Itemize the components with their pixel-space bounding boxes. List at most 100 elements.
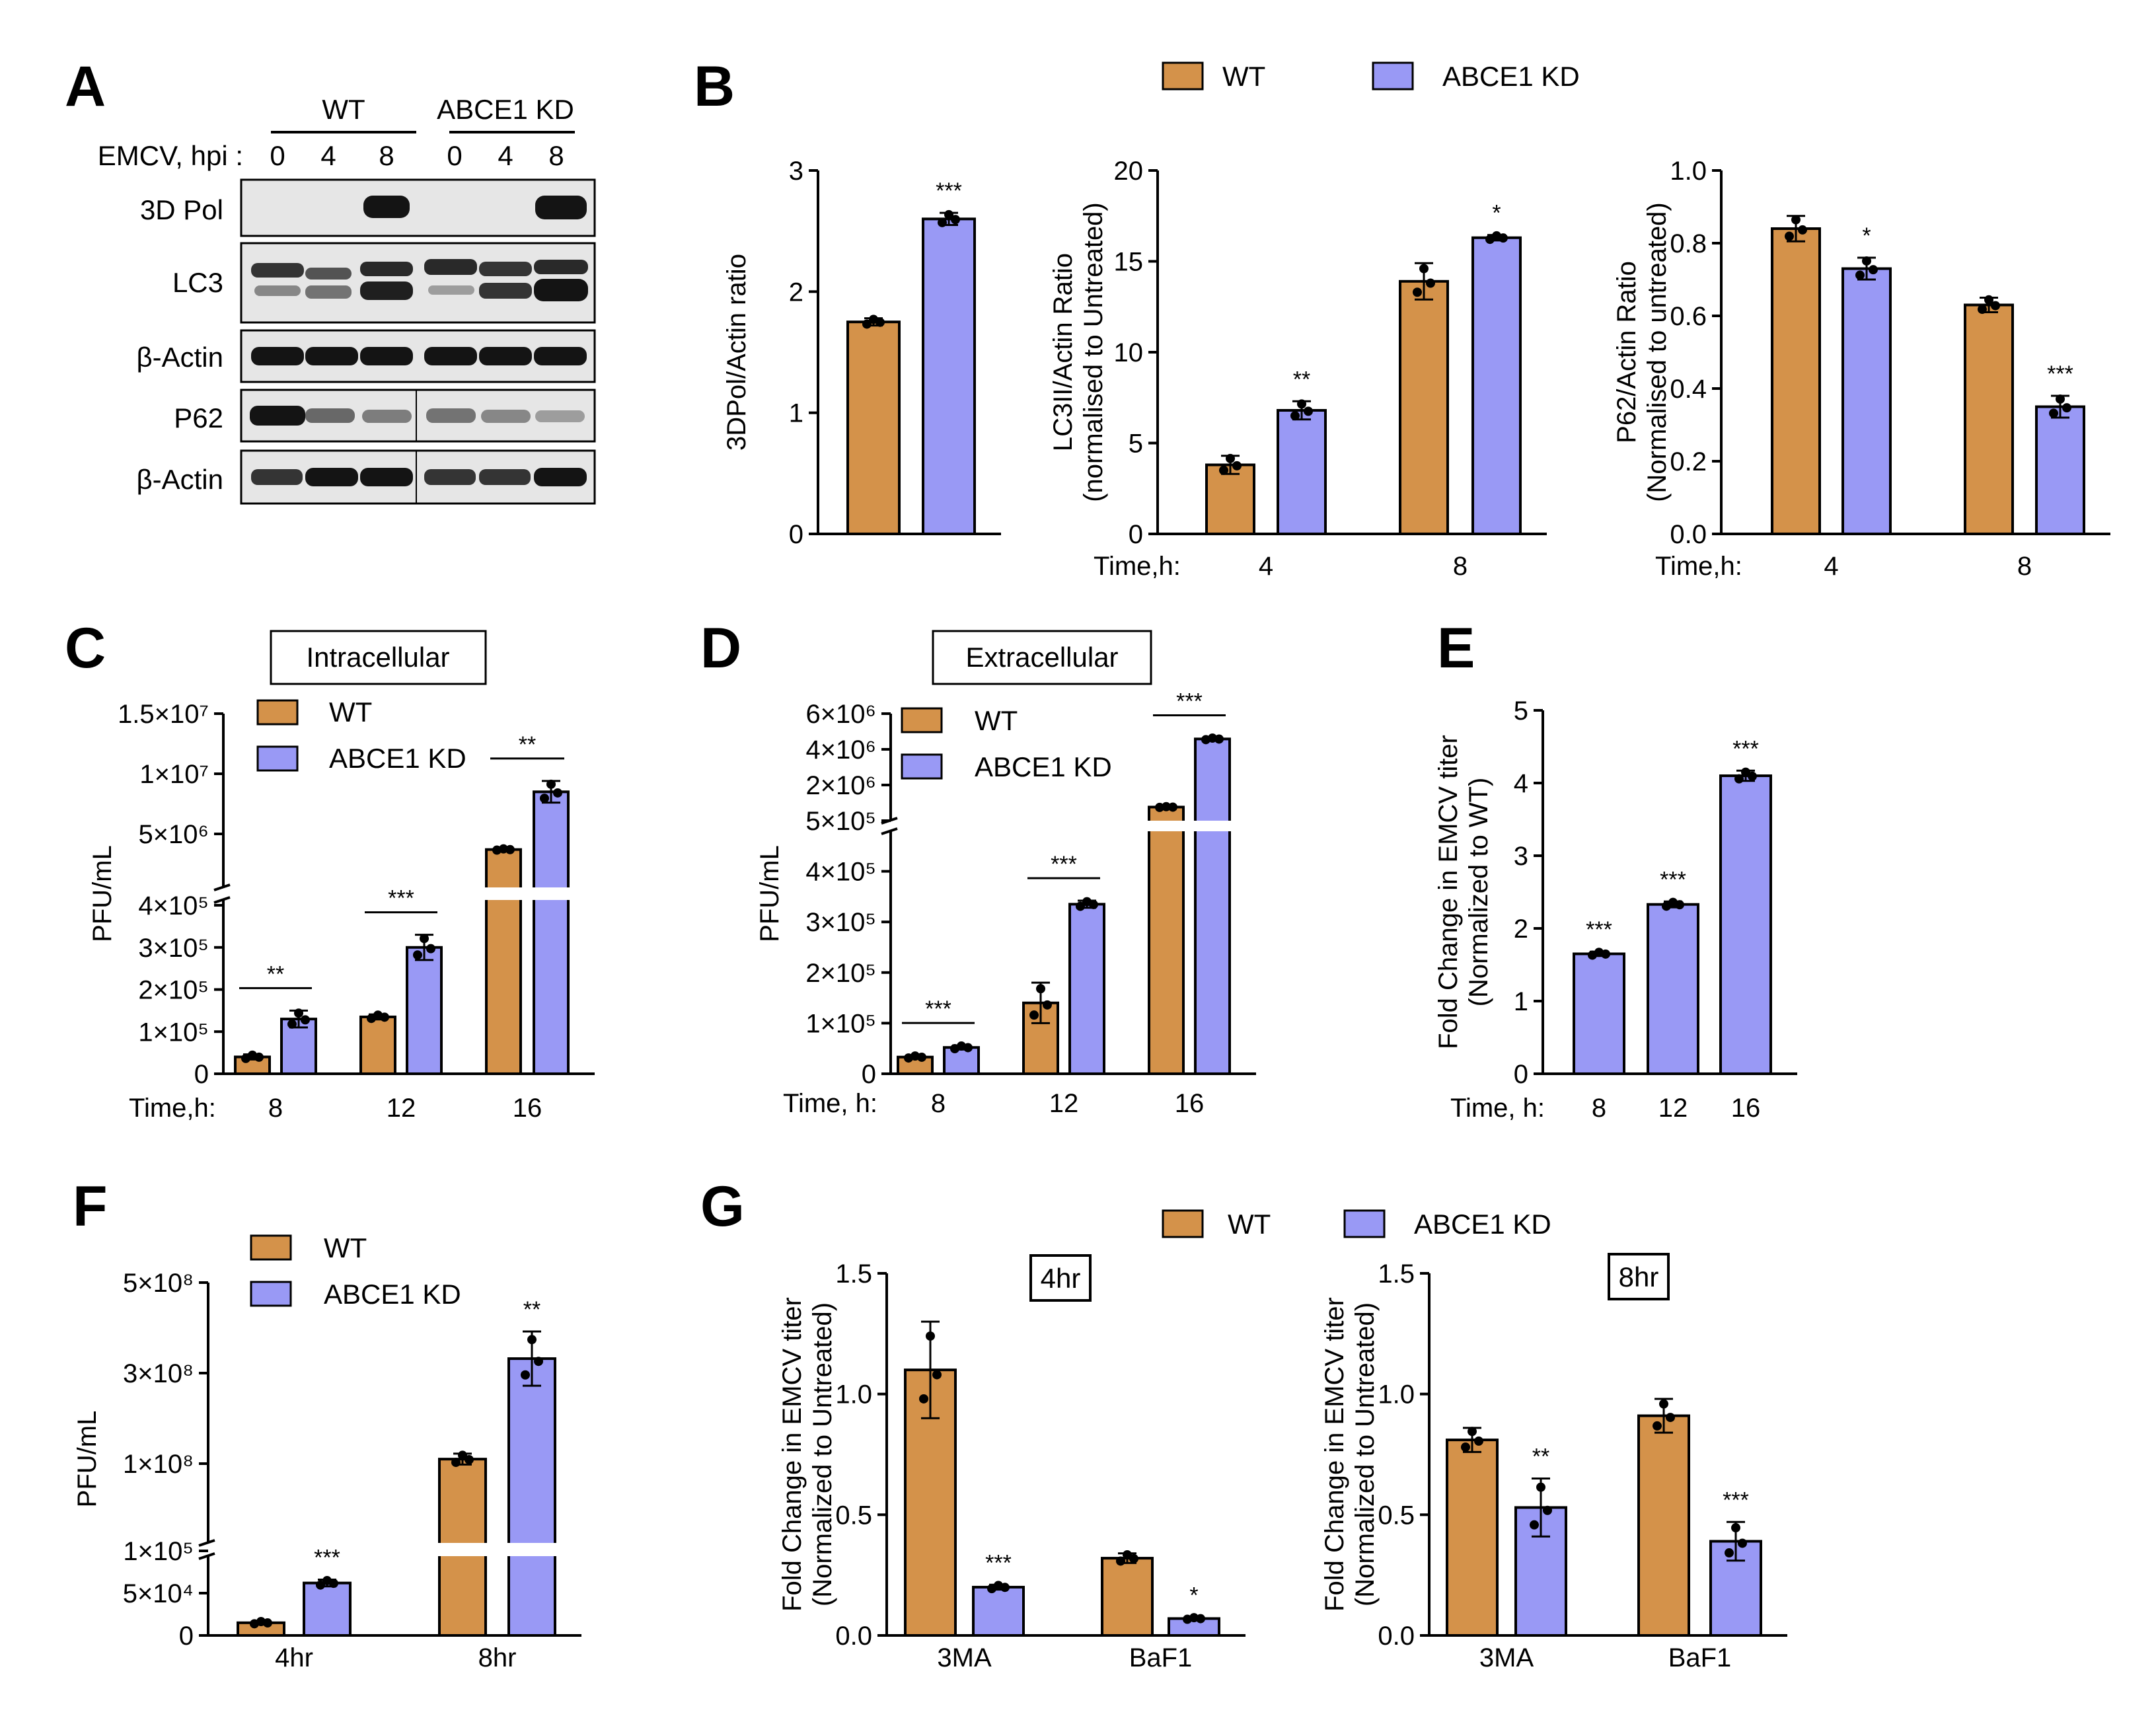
x-category-label: 4 <box>1259 552 1273 581</box>
data-point <box>1666 1413 1675 1423</box>
data-point <box>1791 215 1801 225</box>
blot-group-wt: WT <box>322 94 365 125</box>
data-point <box>1043 1000 1052 1010</box>
data-point <box>413 950 422 960</box>
legend-c: WT ABCE1 KD <box>256 696 466 774</box>
blot-band <box>481 410 531 423</box>
data-point <box>1304 406 1313 416</box>
y-axis-label: Fold Change in EMCV titer <box>778 1297 807 1612</box>
legend-d: WT ABCE1 KD <box>901 705 1112 782</box>
data-point <box>1129 1554 1138 1563</box>
y-axis-label: PFU/mL <box>755 845 784 942</box>
y-tick-label: 4×10⁶ <box>805 735 876 765</box>
significance-label: ** <box>519 732 536 757</box>
data-point <box>951 215 960 225</box>
data-point <box>316 1580 325 1590</box>
legend-label-kd: ABCE1 KD <box>1414 1209 1551 1240</box>
y-tick-label: 0.4 <box>1670 375 1707 404</box>
blot-timepoint: 4 <box>498 140 513 171</box>
panel-label-c: C <box>65 617 106 680</box>
chart-b2-lc3ii: 0 5 10 15 20 LC3II/Actin Ratio (normalised to … <box>1049 157 1547 581</box>
y-tick-label: 3×10⁸ <box>123 1359 194 1388</box>
data-point <box>1869 265 1878 275</box>
legend-label-kd: ABCE1 KD <box>1442 61 1580 92</box>
y-tick-label: 1.0 <box>1378 1380 1415 1409</box>
y-tick-label: 5×10⁵ <box>805 807 876 836</box>
panel-label-f: F <box>73 1175 108 1238</box>
y-tick-label: 0 <box>179 1622 194 1651</box>
data-point <box>1741 767 1750 777</box>
data-point <box>254 1052 264 1062</box>
y-tick-label: 1×10⁵ <box>123 1537 194 1566</box>
blot-band <box>251 263 304 278</box>
chart-d-extracellular: 0 1×10⁵ 2×10⁵ 3×10⁵ 4×10⁵ 5×10⁵ 2×10⁶ 4×10⁶ 6×10… <box>755 689 1256 1118</box>
x-category-label: 8 <box>1592 1094 1606 1123</box>
y-axis-label-sub: (Normalised to untreated) <box>1643 202 1672 502</box>
chart-g2-8hr: 0.0 0.5 1.0 1.5 Fold Change in EMCV titer (No… <box>1320 1259 1787 1672</box>
y-tick-label: 5×10⁶ <box>138 820 209 849</box>
x-category-label: 4hr <box>275 1643 313 1672</box>
blot-band <box>479 262 532 276</box>
x-category-label: 12 <box>387 1094 416 1123</box>
data-point <box>1748 771 1757 781</box>
legend-g: WT ABCE1 KD <box>1162 1209 1551 1240</box>
blot-band <box>479 283 532 299</box>
blot-band <box>250 406 305 426</box>
bar <box>406 946 443 1075</box>
data-point <box>521 1370 530 1380</box>
y-tick-label: 1.0 <box>835 1380 872 1409</box>
blot-row-label: LC3 <box>172 267 223 298</box>
data-point <box>1530 1520 1539 1530</box>
data-point <box>938 217 947 227</box>
data-point <box>458 1450 467 1460</box>
blot-band <box>534 347 587 365</box>
bar-break-gap <box>1146 821 1186 831</box>
legend-swatch-wt <box>1162 1209 1204 1238</box>
bar <box>1277 409 1327 535</box>
y-tick-label: 4 <box>1514 769 1528 798</box>
bar <box>1637 1414 1690 1637</box>
data-point <box>1862 256 1871 266</box>
data-point <box>1226 453 1235 463</box>
data-point <box>919 1394 928 1404</box>
y-tick-label: 0.5 <box>835 1501 872 1530</box>
y-tick-label: 0.0 <box>1378 1622 1415 1651</box>
data-point <box>301 1015 310 1025</box>
y-tick-label: 2×10⁵ <box>138 976 209 1005</box>
y-tick-label: 10 <box>1114 338 1144 367</box>
significance-label: *** <box>1586 917 1612 942</box>
y-axis-label-sub: (normalised to Untreated) <box>1079 202 1108 502</box>
x-category-label: 8hr <box>478 1643 517 1672</box>
legend-swatch-wt <box>1162 61 1204 91</box>
data-point <box>2049 408 2058 418</box>
data-point <box>2056 394 2065 404</box>
y-tick-label: 1.5×10⁷ <box>118 700 209 729</box>
blot-band <box>424 347 477 365</box>
y-tick-label: 5 <box>1514 696 1528 726</box>
y-axis-label: PFU/mL <box>88 845 117 942</box>
bar-break-gap <box>437 1543 488 1556</box>
y-axis-label: LC3II/Actin Ratio <box>1049 253 1078 451</box>
chart-g1-4hr: 0.0 0.5 1.0 1.5 Fold Change in EMCV titer (No… <box>778 1259 1245 1672</box>
bar <box>1399 280 1449 535</box>
axis-break-mark <box>198 1539 215 1547</box>
data-point <box>1984 295 1993 305</box>
data-point <box>380 1012 389 1022</box>
bar <box>846 320 901 535</box>
bar <box>972 1585 1025 1637</box>
data-point <box>1413 287 1422 297</box>
blot-band <box>428 285 474 295</box>
significance-label: *** <box>388 886 414 911</box>
y-tick-label: 4×10⁵ <box>138 891 209 920</box>
y-tick-label: 0.5 <box>1378 1501 1415 1530</box>
y-tick-label: 1.5 <box>835 1259 872 1289</box>
data-point <box>926 1331 935 1341</box>
data-point <box>1196 1614 1205 1624</box>
box-8hr <box>1608 1253 1670 1300</box>
data-point <box>1426 278 1435 288</box>
data-point <box>1798 225 1807 235</box>
legend-swatch-kd <box>1343 1209 1386 1238</box>
blot-band <box>479 347 532 365</box>
blot-group-kd: ABCE1 KD <box>437 94 574 125</box>
axis-break-mark <box>213 883 231 891</box>
